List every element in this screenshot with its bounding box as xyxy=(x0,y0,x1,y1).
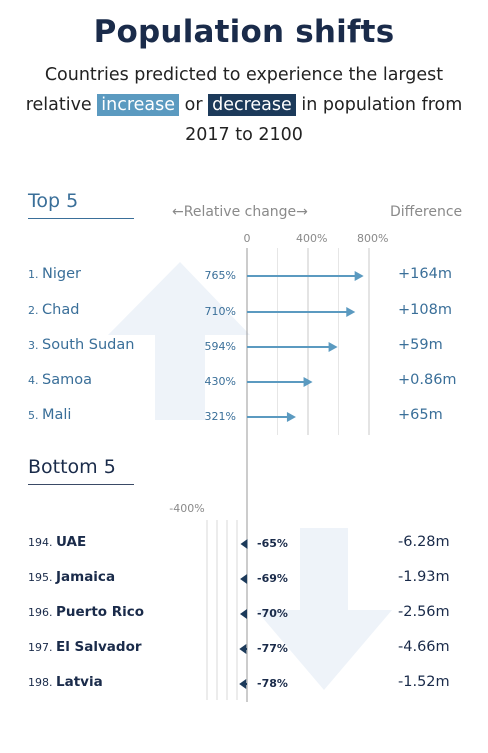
list-item: 2. Chad xyxy=(28,302,79,318)
list-item: 196. Puerto Rico xyxy=(28,604,144,620)
subtitle-or: or xyxy=(184,95,203,115)
bar-value-label: 710% xyxy=(204,305,236,318)
difference-value: +108m xyxy=(398,302,452,318)
country-name: Mali xyxy=(42,407,72,423)
bottom-section-label: Bottom 5 xyxy=(28,456,116,478)
country-name: El Salvador xyxy=(56,639,142,655)
bar-arrow-head xyxy=(354,271,364,281)
bar-arrow-head xyxy=(240,609,247,619)
difference-value: +65m xyxy=(398,407,443,423)
list-item: 194. UAE xyxy=(28,534,86,550)
bar-arrow-head xyxy=(239,644,247,654)
bar-value-label: 430% xyxy=(204,375,236,388)
country-name: Niger xyxy=(42,266,81,282)
bottom-section-rule xyxy=(28,484,134,485)
difference-value: -6.28m xyxy=(398,534,450,550)
bar-value-label: 321% xyxy=(204,410,236,423)
background-up-arrow-icon xyxy=(108,262,250,420)
bar-value-label: -78% xyxy=(257,677,288,690)
rank-number: 3. xyxy=(28,339,42,352)
bar-arrow-head xyxy=(328,342,338,352)
country-name: Puerto Rico xyxy=(56,604,145,620)
bar-arrow-head xyxy=(240,539,248,549)
difference-value: +164m xyxy=(398,266,452,282)
list-item: 4. Samoa xyxy=(28,372,92,388)
subtitle-line-2: relative increase or decrease in populat… xyxy=(0,90,488,120)
country-name: Samoa xyxy=(42,372,92,388)
difference-value: +59m xyxy=(398,337,443,353)
difference-value: -1.52m xyxy=(398,674,450,690)
subtitle-line-1: Countries predicted to experience the la… xyxy=(44,65,444,85)
list-item: 3. South Sudan xyxy=(28,337,134,353)
bar-value-label: -65% xyxy=(257,537,288,550)
axis-tick-label: 400% xyxy=(296,232,328,245)
list-item: 5. Mali xyxy=(28,407,71,423)
country-name: UAE xyxy=(56,534,87,550)
rank-number: 5. xyxy=(28,409,42,422)
bar-value-label: 594% xyxy=(204,340,236,353)
axis-tick-label: -400% xyxy=(169,502,205,515)
rank-number: 198. xyxy=(28,676,56,689)
bar-arrow-head xyxy=(240,574,248,584)
difference-value: -2.56m xyxy=(398,604,450,620)
background-down-arrow-icon xyxy=(256,528,392,690)
bar-arrow-head xyxy=(303,377,313,387)
difference-value: -1.93m xyxy=(398,569,450,585)
top-section-label: Top 5 xyxy=(28,190,79,212)
country-name: Chad xyxy=(42,302,80,318)
increase-highlight: increase xyxy=(97,94,180,116)
bar-arrow-head xyxy=(239,679,247,689)
bar-value-label: -69% xyxy=(257,572,288,585)
page-title: Population shifts xyxy=(93,14,395,50)
list-item: 195. Jamaica xyxy=(28,569,115,585)
subtitle-relative: relative xyxy=(25,95,92,115)
difference-value: +0.86m xyxy=(398,372,457,388)
top-section-rule xyxy=(28,218,134,219)
rank-number: 194. xyxy=(28,536,56,549)
rank-number: 196. xyxy=(28,606,56,619)
subtitle-line-3: 2017 to 2100 xyxy=(185,125,303,145)
bar-value-label: 765% xyxy=(204,269,236,282)
list-item: 197. El Salvador xyxy=(28,639,142,655)
rank-number: 195. xyxy=(28,571,56,584)
rank-number: 197. xyxy=(28,641,56,654)
rank-number: 1. xyxy=(28,268,42,281)
bar-arrow-head xyxy=(286,412,296,422)
rank-number: 4. xyxy=(28,374,42,387)
bar-value-label: -70% xyxy=(257,607,288,620)
bar-value-label: -77% xyxy=(257,642,288,655)
axis-tick-label: 0 xyxy=(243,232,251,245)
country-name: South Sudan xyxy=(42,337,135,353)
country-name: Jamaica xyxy=(56,569,116,585)
decrease-highlight: decrease xyxy=(208,94,296,116)
difference-value: -4.66m xyxy=(398,639,450,655)
list-item: 198. Latvia xyxy=(28,674,103,690)
difference-header: Difference xyxy=(390,204,463,220)
subtitle-line-2-end: in population from xyxy=(301,95,463,115)
country-name: Latvia xyxy=(56,674,103,690)
relative-change-header: ←Relative change→ xyxy=(172,204,308,220)
rank-number: 2. xyxy=(28,304,42,317)
list-item: 1. Niger xyxy=(28,266,81,282)
axis-tick-label: 800% xyxy=(357,232,389,245)
bar-arrow-head xyxy=(346,307,356,317)
